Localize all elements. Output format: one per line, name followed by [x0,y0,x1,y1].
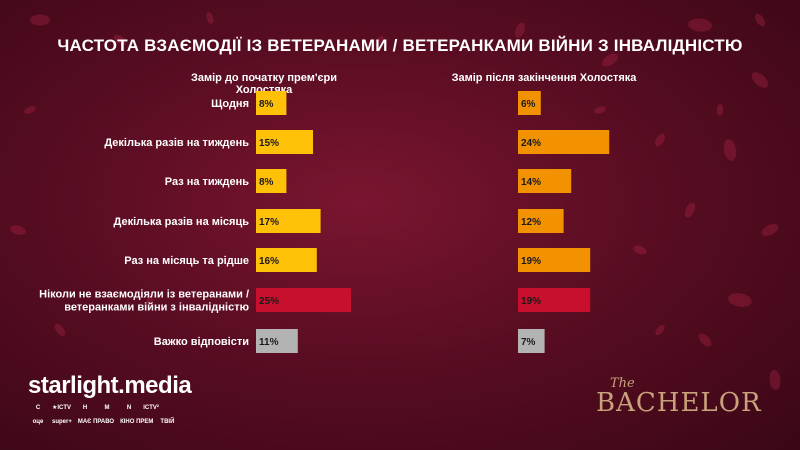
petal [769,370,781,390]
channel-logo: ★ICTV [52,405,72,411]
bar-value-label: 19% [521,296,541,307]
bar-value-label: 7% [521,337,536,348]
category-label: Важко відповісти [154,336,249,348]
channel-logo: ICTV² [143,405,159,411]
petal [206,12,214,24]
starlight-media-logo: starlight.media [28,372,192,399]
petal [684,202,696,218]
bar [518,248,591,272]
bar [518,209,564,233]
channel-logos: С ★ICTV Н М N ICTV² оце super+ МАЄ ПРАВО КІНО ПРЕ… [30,403,190,431]
petal [376,35,384,45]
bar-value-label: 19% [521,256,541,267]
bar-value-label: 25% [259,296,279,307]
bachelor-logo: The BACHELOR [596,376,776,420]
bar [256,130,313,154]
petal [723,139,737,161]
channel-logo: N [126,405,132,411]
channel-logo: КІНО ПРЕМ [120,419,154,425]
bar-value-label: 6% [521,99,536,110]
bar [256,329,298,353]
petal [601,53,619,67]
petal [655,133,665,147]
bar [518,329,545,353]
bar-value-label: 8% [259,99,274,110]
channel-logo: С [35,405,41,411]
category-label: Декілька разів на місяць [114,216,250,228]
bar-value-label: 16% [259,256,279,267]
petal [54,323,66,337]
petal [688,18,712,32]
petal [594,106,606,114]
series-2-heading: Замір після закінчення Холостяка [451,72,637,84]
channel-logo: оце [32,419,44,425]
channel-logo: super+ [52,419,72,425]
bar [256,209,321,233]
channel-logo: МАЄ ПРАВО [77,419,115,425]
petal [10,225,26,235]
bar-value-label: 8% [259,177,274,188]
bar [256,288,351,312]
bar [256,91,287,115]
channel-logo: М [104,405,110,411]
bachelor-logo-the: The [610,376,635,391]
petal [30,14,50,26]
logo-row: С ★ICTV Н М N ICTV² [30,403,190,413]
category-label: Ніколи не взаємодіяли із ветеранами / [39,289,249,301]
bar-value-label: 11% [259,337,279,348]
bachelor-logo-main: BACHELOR [596,388,762,418]
petal [716,104,724,116]
category-label: ветеранками війни з інвалідністю [64,302,249,314]
petal [113,34,127,46]
bar-value-label: 24% [521,138,541,149]
petal [728,293,752,307]
petal [655,324,665,336]
bar [256,248,317,272]
petal [146,294,154,306]
category-label: Щодня [211,98,249,110]
petal [514,22,526,38]
bar [518,169,572,193]
bar-value-label: 17% [259,217,279,228]
petal [698,333,712,347]
bar [518,130,610,154]
category-label: Раз на місяць та рідше [124,255,249,267]
petal [761,223,779,237]
logo-row: оце super+ МАЄ ПРАВО КІНО ПРЕМ ТВІЙ [30,417,190,427]
category-label: Раз на тиждень [165,176,249,188]
bar [256,169,287,193]
channel-logo: ТВІЙ [160,419,175,425]
chart-title: ЧАСТОТА ВЗАЄМОДІЇ ІЗ ВЕТЕРАНАМИ / ВЕТЕРА… [57,36,743,55]
category-label: Декілька разів на тиждень [104,137,249,149]
bar-value-label: 14% [521,177,541,188]
bar [518,91,541,115]
bar-value-label: 15% [259,138,279,149]
bar [518,288,591,312]
petal [755,13,765,27]
petal [633,245,647,255]
petal [24,106,36,114]
bar-value-label: 12% [521,217,541,228]
petal [751,72,769,88]
channel-logo: Н [82,405,88,411]
